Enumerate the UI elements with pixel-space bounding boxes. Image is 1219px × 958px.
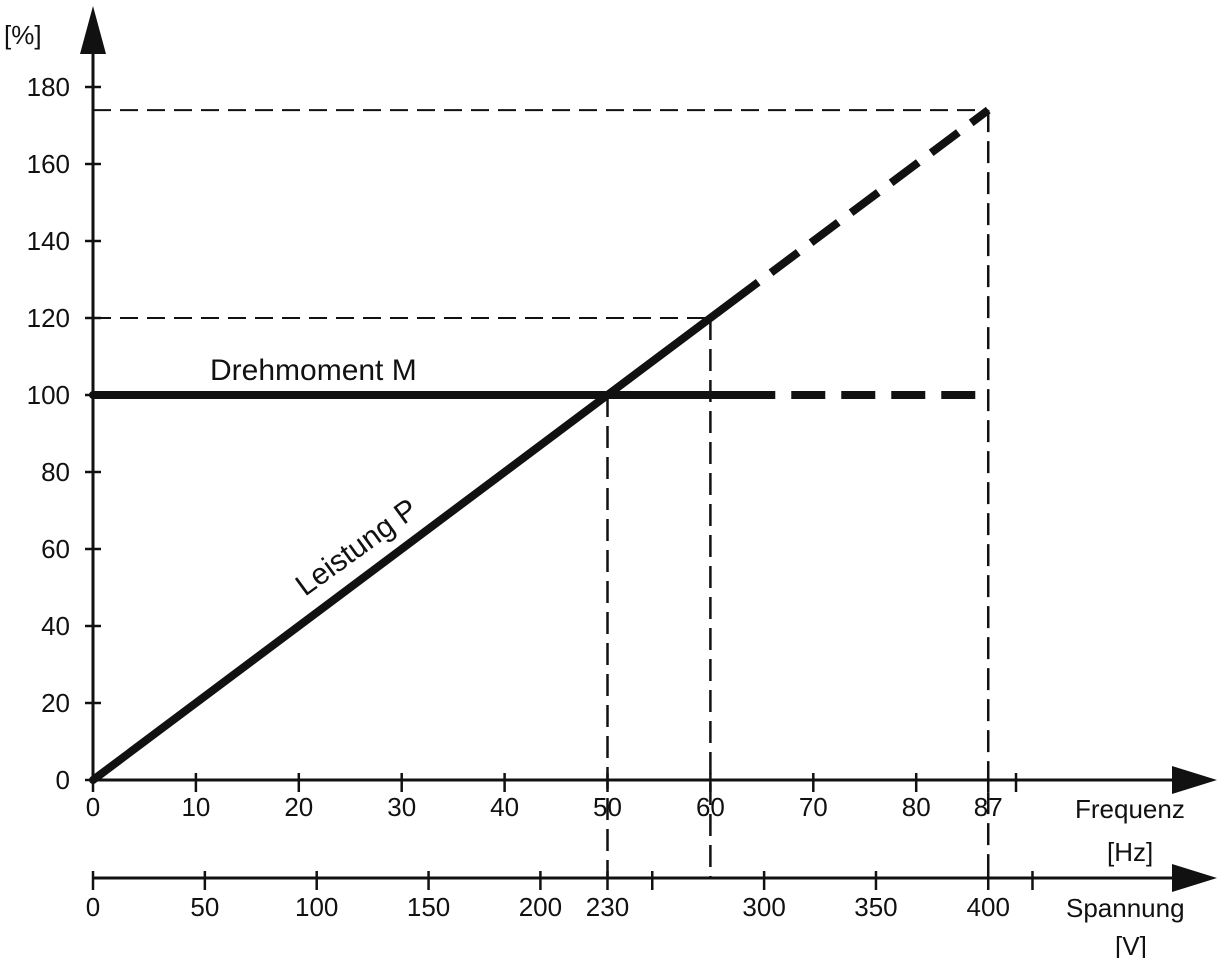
y-tick-label: 40 (41, 611, 70, 641)
y-tick-label: 20 (41, 688, 70, 718)
x-frequency-tick-label: 0 (86, 792, 100, 822)
x-voltage-tick-label: 400 (967, 892, 1010, 922)
x-voltage-tick-label: 100 (295, 892, 338, 922)
y-tick-label: 100 (27, 380, 70, 410)
series-label-drehmoment: Drehmoment M (210, 354, 417, 387)
series-line-leistung-solid (89, 298, 735, 784)
y-tick-label: 60 (41, 534, 70, 564)
series-lines (89, 106, 991, 784)
x-axis-voltage-label: Spannung (1066, 893, 1185, 923)
y-ticks: 0 20 40 60 80 100 120 140 160 180 (27, 72, 101, 795)
y-tick-label: 140 (27, 226, 70, 256)
x-voltage-tick-label: 200 (519, 892, 562, 922)
reference-lines (93, 109, 990, 878)
x-frequency-tick-label: 40 (490, 792, 519, 822)
x-voltage-tick-label: 300 (742, 892, 785, 922)
x-voltage-ticks: 0 50 100 150 200 230 300 350 400 (86, 871, 1034, 922)
axes (80, 6, 1217, 892)
y-tick-label: 180 (27, 72, 70, 102)
x-voltage-tick-label: 0 (86, 892, 100, 922)
x-voltage-tick-label: 50 (190, 892, 219, 922)
x-axis-frequency-label: Frequenz (1075, 794, 1185, 824)
y-tick-label: 120 (27, 303, 70, 333)
x-frequency-tick-label: 70 (799, 792, 828, 822)
x-frequency-tick-label: 50 (593, 792, 622, 822)
y-tick-label: 160 (27, 149, 70, 179)
x-frequency-tick-label: 80 (902, 792, 931, 822)
y-tick-label: 80 (41, 457, 70, 487)
x-frequency-tick-label: 30 (387, 792, 416, 822)
x-frequency-tick-label: 20 (284, 792, 313, 822)
y-tick-label: 0 (56, 765, 70, 795)
series-line-leistung-dashed (728, 106, 991, 306)
x-voltage-tick-label: 150 (407, 892, 450, 922)
x-frequency-tick-label: 10 (181, 792, 210, 822)
x-voltage-tick-label: 230 (586, 892, 629, 922)
x-voltage-tick-label: 350 (854, 892, 897, 922)
x-axis-voltage-arrow-icon (1172, 864, 1217, 892)
x-axis-voltage-unit-label: [V] (1115, 931, 1147, 958)
x-frequency-tick-label: 60 (696, 792, 725, 822)
x-frequency-ticks: 0 10 20 30 40 50 60 70 80 87 (86, 773, 1018, 822)
y-axis-unit-label: [%] (4, 20, 42, 50)
x-axis-frequency-unit-label: [Hz] (1107, 837, 1153, 867)
x-axis-frequency-arrow-icon (1172, 766, 1217, 794)
y-axis-arrow-icon (80, 6, 106, 54)
x-frequency-tick-label: 87 (974, 792, 1003, 822)
